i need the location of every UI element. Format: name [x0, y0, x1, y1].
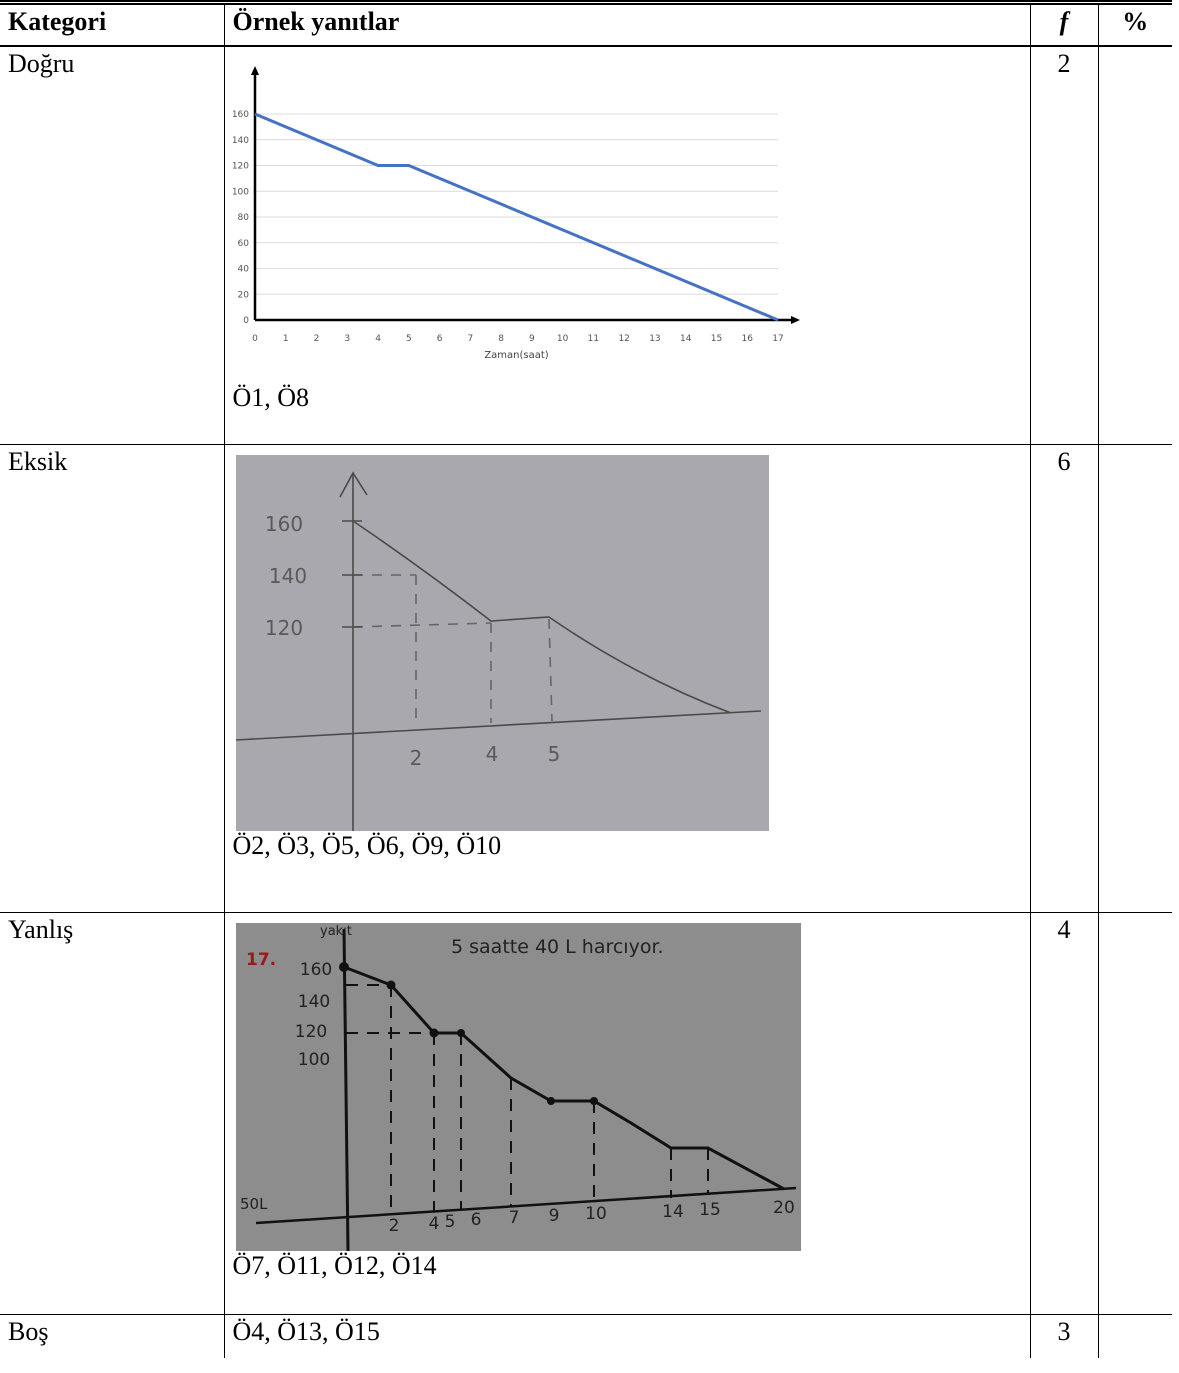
x-tick-label: 11	[587, 334, 598, 344]
x-tick-label: 8	[498, 334, 504, 344]
y-tick-label: 100	[233, 187, 249, 197]
y-tick-label: 20	[237, 290, 249, 300]
x-tick-label: 1	[282, 334, 288, 344]
handwritten-label: 140	[268, 564, 306, 588]
axis-arrow	[251, 66, 259, 75]
point	[590, 1097, 598, 1105]
handwritten-label: 20	[773, 1198, 795, 1218]
handwritten-label: 14	[662, 1202, 684, 1222]
handwritten-label: 120	[264, 616, 302, 640]
handwritten-label: 5	[547, 742, 560, 766]
y-tick-label: 80	[237, 213, 249, 223]
handwritten-label: 6	[470, 1210, 481, 1230]
handwritten-label: 9	[548, 1206, 559, 1226]
point	[547, 1097, 555, 1105]
category: Doğru	[0, 46, 224, 444]
point	[429, 1028, 438, 1037]
y-tick-label: 0	[243, 316, 249, 326]
percent	[1098, 912, 1172, 1314]
x-tick-label: 2	[313, 334, 319, 344]
header-row: Kategori Örnek yanıtlar f %	[0, 3, 1172, 47]
handwritten-label: 7	[508, 1208, 519, 1228]
handwritten-label: 5	[444, 1212, 455, 1232]
y-tick-label: 120	[233, 162, 249, 172]
category: Boş	[0, 1314, 224, 1358]
handwritten-label: 4	[485, 742, 498, 766]
axis-arrow	[791, 316, 800, 324]
x-tick-label: 13	[649, 334, 660, 344]
point	[457, 1029, 465, 1037]
header-cell: f	[1030, 3, 1098, 47]
examples: 160 140 120 2 4 5 Ö2, Ö3, Ö5, Ö6, Ö9, Ö10	[224, 444, 1030, 912]
x-tick-label: 5	[405, 334, 411, 344]
y-tick-label: 140	[233, 136, 249, 146]
x-tick-label: 7	[467, 334, 473, 344]
x-tick-label: 10	[556, 334, 568, 344]
students: Ö1, Ö8	[233, 383, 1022, 413]
handwritten-label: 160	[264, 512, 302, 536]
header-cell: %	[1098, 3, 1172, 47]
category: Eksik	[0, 444, 224, 912]
handwritten-label: 140	[297, 992, 329, 1012]
frequency: 3	[1030, 1314, 1098, 1358]
row: Boş Ö4, Ö13, Ö15 3	[0, 1314, 1172, 1358]
row: Yanlış	[0, 912, 1172, 1314]
frequency: 4	[1030, 912, 1098, 1314]
x-axis-title: Zaman(saat)	[484, 350, 548, 361]
percent	[1098, 46, 1172, 444]
x-tick-label: 3	[344, 334, 350, 344]
handwritten-label: 2	[388, 1216, 399, 1236]
students: Ö7, Ö11, Ö12, Ö14	[233, 1251, 1022, 1281]
x-tick-label: 9	[529, 334, 535, 344]
x-tick-label: 12	[618, 334, 629, 344]
point	[339, 962, 349, 972]
x-tick-label: 17	[772, 334, 783, 344]
hand-drawn-graph: 160 140 120 2 4 5	[236, 455, 769, 831]
handwritten-label: yakıt	[320, 924, 352, 939]
result-table: Kategori Örnek yanıtlar f % Doğru 020406…	[0, 0, 1172, 1358]
category: Yanlış	[0, 912, 224, 1314]
x-tick-label: 14	[679, 334, 691, 344]
photo-background	[236, 455, 769, 831]
examples: yakıt 5 saatte 40 L harcıyor. 17. 160 140 120…	[224, 912, 1030, 1314]
y-tick-label: 160	[233, 110, 249, 120]
handwritten-number: 17.	[246, 950, 276, 970]
page: Kategori Örnek yanıtlar f % Doğru 020406…	[0, 0, 1179, 1373]
handwritten-label: 100	[297, 1050, 329, 1070]
y-tick-label: 40	[237, 265, 249, 275]
point	[386, 980, 395, 989]
handwritten-label: 160	[299, 960, 331, 980]
handwritten-note: 5 saatte 40 L harcıyor.	[451, 936, 664, 958]
handwritten-label: 4	[428, 1214, 439, 1234]
percent	[1098, 444, 1172, 912]
x-tick-label: 16	[741, 334, 753, 344]
x-tick-label: 0	[252, 334, 258, 344]
hand-drawn-graph: yakıt 5 saatte 40 L harcıyor. 17. 160 140 120…	[236, 923, 801, 1251]
row: Eksik	[0, 444, 1172, 912]
x-tick-label: 6	[436, 334, 442, 344]
header-cell: Örnek yanıtlar	[224, 3, 1030, 47]
students: Ö2, Ö3, Ö5, Ö6, Ö9, Ö10	[233, 831, 1022, 861]
handwritten-label: 120	[294, 1022, 326, 1042]
frequency: 2	[1030, 46, 1098, 444]
handwritten-label: 2	[409, 746, 422, 770]
y-tick-label: 60	[237, 239, 249, 249]
handwritten-label: 15	[699, 1200, 721, 1220]
percent	[1098, 1314, 1172, 1358]
x-tick-label: 4	[375, 334, 381, 344]
examples: Ö4, Ö13, Ö15	[224, 1314, 1030, 1358]
x-tick-label: 15	[710, 334, 721, 344]
header-cell: Kategori	[0, 3, 224, 47]
handwritten-label: 50L	[240, 1195, 268, 1213]
handwritten-label: 10	[585, 1204, 607, 1224]
frequency: 6	[1030, 444, 1098, 912]
